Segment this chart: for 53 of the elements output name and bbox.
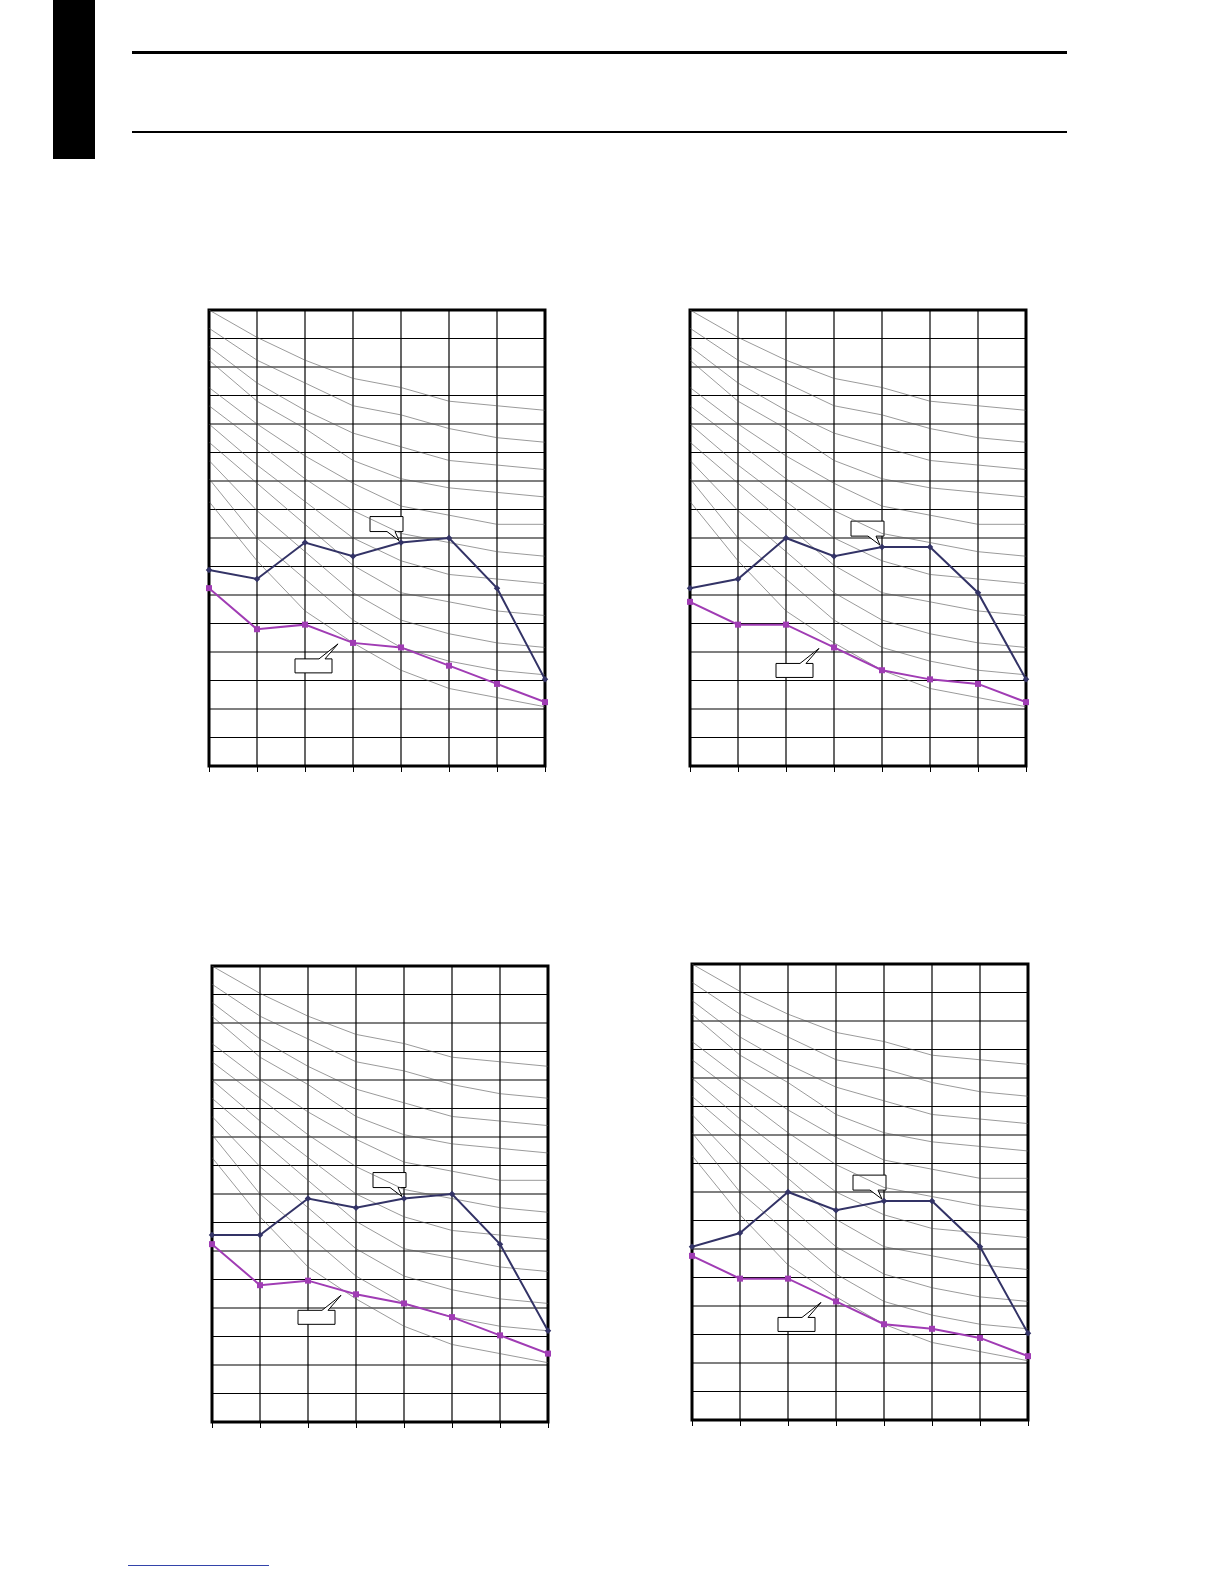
point (926, 543, 934, 551)
point (445, 534, 453, 542)
point (831, 644, 837, 651)
point (449, 1314, 455, 1321)
point (977, 1334, 983, 1341)
point (687, 598, 693, 605)
point (205, 566, 213, 574)
point (349, 552, 357, 560)
point (785, 1275, 791, 1282)
point (545, 1350, 551, 1357)
point (736, 1229, 744, 1237)
point (1025, 1353, 1031, 1360)
point (689, 1252, 695, 1259)
point (830, 552, 838, 560)
point (446, 662, 452, 669)
point (833, 1298, 839, 1305)
point (880, 1197, 888, 1205)
point (686, 584, 694, 592)
point (832, 1206, 840, 1214)
point (208, 1231, 216, 1239)
point (928, 1197, 936, 1205)
point (782, 534, 790, 542)
point (929, 1325, 935, 1332)
point (206, 585, 212, 592)
point (398, 644, 404, 651)
point (927, 676, 933, 683)
point (209, 1241, 215, 1248)
point (878, 543, 886, 551)
point (448, 1190, 456, 1198)
point (784, 1188, 792, 1196)
point (256, 1231, 264, 1239)
point (879, 667, 885, 674)
point (881, 1321, 887, 1328)
point (783, 621, 789, 628)
point (542, 699, 548, 706)
point (737, 1275, 743, 1282)
point (494, 680, 500, 687)
point (305, 1277, 311, 1284)
point (1023, 699, 1029, 706)
point (734, 575, 742, 583)
point (401, 1300, 407, 1307)
point (544, 1327, 552, 1335)
point (350, 639, 356, 646)
point (302, 621, 308, 628)
point (493, 584, 501, 592)
point (353, 1291, 359, 1298)
point (496, 1240, 504, 1248)
point (735, 621, 741, 628)
point (254, 626, 260, 633)
point (253, 575, 261, 583)
point (975, 680, 981, 687)
point (497, 1332, 503, 1339)
point (257, 1282, 263, 1289)
